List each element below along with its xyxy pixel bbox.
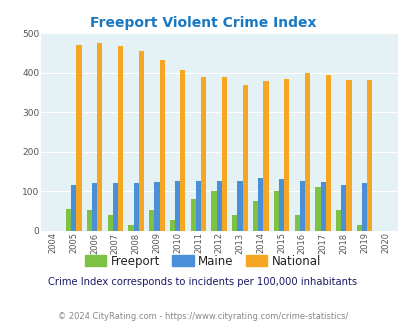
Bar	[195, 181, 200, 231]
Bar	[242, 85, 247, 231]
Bar	[200, 77, 206, 231]
Bar	[356, 225, 361, 231]
Bar	[211, 191, 216, 231]
Bar	[149, 211, 154, 231]
Bar	[335, 211, 341, 231]
Bar	[159, 60, 164, 231]
Bar	[66, 209, 71, 231]
Bar	[154, 182, 159, 231]
Bar	[190, 199, 195, 231]
Bar	[175, 181, 180, 231]
Bar	[71, 185, 76, 231]
Bar	[237, 181, 242, 231]
Bar	[278, 179, 284, 231]
Bar	[315, 187, 320, 231]
Bar	[284, 79, 289, 231]
Bar	[252, 201, 258, 231]
Bar	[118, 46, 123, 231]
Bar	[76, 45, 81, 231]
Bar	[320, 182, 325, 231]
Bar	[113, 183, 118, 231]
Bar	[107, 215, 113, 231]
Bar	[97, 43, 102, 231]
Bar	[294, 215, 299, 231]
Bar	[87, 211, 92, 231]
Bar	[221, 77, 226, 231]
Bar	[216, 181, 221, 231]
Text: Freeport Violent Crime Index: Freeport Violent Crime Index	[90, 16, 315, 30]
Bar	[180, 70, 185, 231]
Bar	[304, 73, 309, 231]
Bar	[299, 181, 304, 231]
Bar	[341, 185, 345, 231]
Bar	[325, 75, 330, 231]
Bar	[263, 81, 268, 231]
Text: © 2024 CityRating.com - https://www.cityrating.com/crime-statistics/: © 2024 CityRating.com - https://www.city…	[58, 312, 347, 321]
Bar	[139, 51, 144, 231]
Bar	[273, 191, 278, 231]
Bar	[169, 220, 175, 231]
Bar	[128, 225, 133, 231]
Bar	[133, 183, 139, 231]
Bar	[232, 215, 237, 231]
Bar	[367, 80, 371, 231]
Bar	[345, 80, 351, 231]
Bar	[258, 178, 263, 231]
Bar	[92, 183, 97, 231]
Text: Crime Index corresponds to incidents per 100,000 inhabitants: Crime Index corresponds to incidents per…	[48, 277, 357, 287]
Bar	[361, 183, 367, 231]
Legend: Freeport, Maine, National: Freeport, Maine, National	[80, 250, 325, 273]
